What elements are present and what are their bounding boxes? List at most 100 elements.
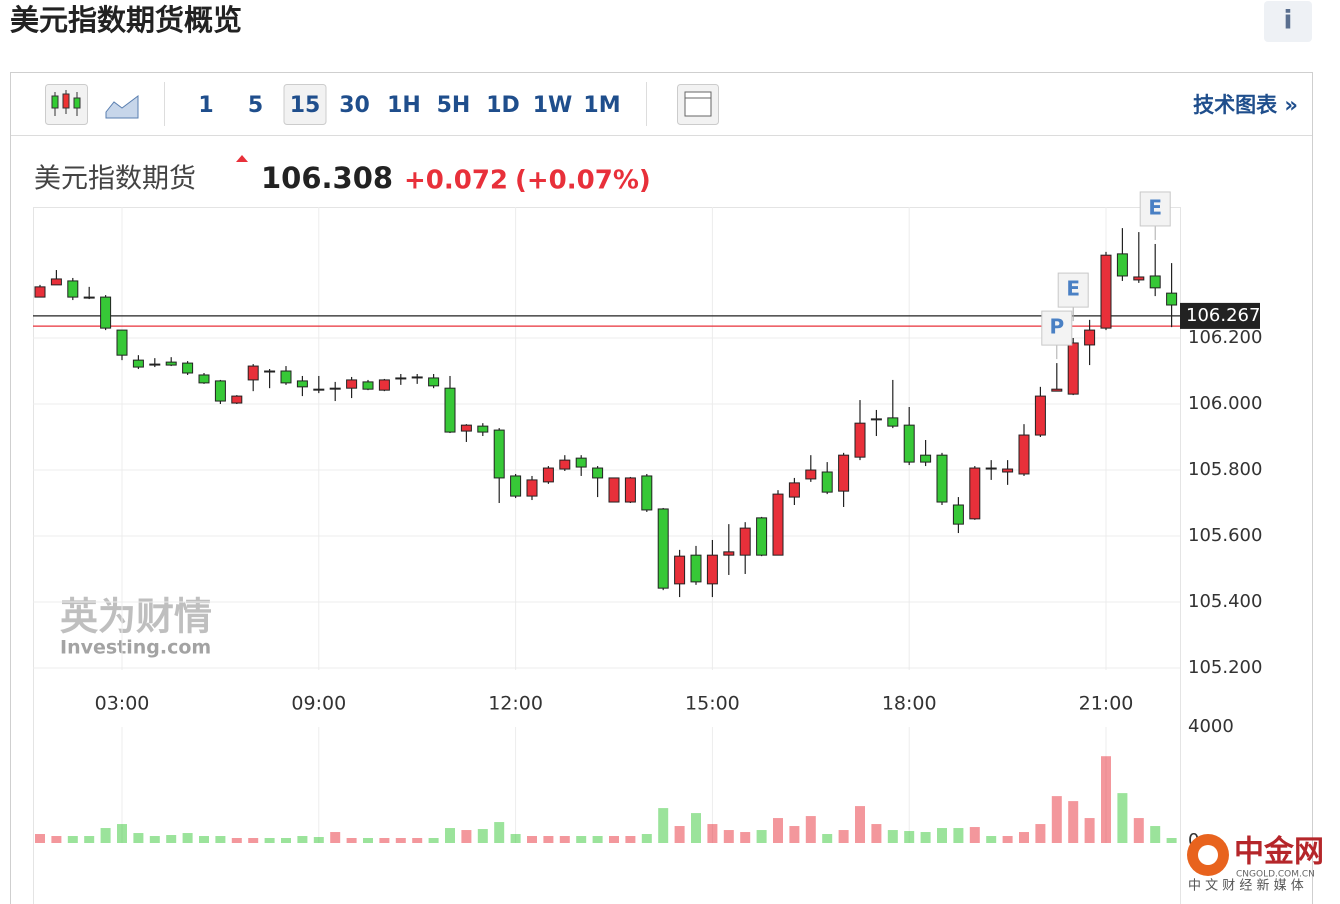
- candle-body: [1166, 292, 1178, 306]
- logo-name: 中金网: [1234, 835, 1324, 870]
- x-tick-label: 21:00: [1079, 693, 1134, 715]
- volume-bar: [199, 836, 209, 843]
- candle-body: [132, 359, 144, 368]
- x-tick-label: 12:00: [488, 693, 543, 715]
- volume-bar: [740, 832, 751, 843]
- candle-body: [493, 429, 505, 479]
- volume-bar: [855, 806, 865, 843]
- info-button[interactable]: [1264, 1, 1312, 42]
- interval-button[interactable]: 5H: [437, 93, 471, 118]
- interval-button[interactable]: 1W: [533, 93, 573, 118]
- marks: 105.200 105.400 105.600 105.800 106.000 106.2…: [33, 191, 1262, 851]
- volume-bar: [674, 826, 685, 843]
- candle-body: [920, 454, 932, 463]
- quote-change: +0.072: [404, 166, 508, 196]
- candle-body: [624, 477, 636, 503]
- candle-body: [83, 296, 95, 299]
- volume-bar: [428, 838, 439, 843]
- interval-button[interactable]: 15: [290, 93, 321, 118]
- candle-body: [198, 374, 210, 384]
- event-label: E: [1148, 195, 1162, 219]
- candle-body: [821, 471, 833, 493]
- volume-bar: [658, 808, 669, 843]
- candle-body: [428, 377, 440, 387]
- volume-bar: [1117, 793, 1128, 843]
- candle-body: [559, 459, 571, 470]
- volume-bar: [494, 822, 505, 843]
- candle-body: [1034, 395, 1046, 436]
- candle-body: [460, 424, 472, 432]
- candle-body: [296, 380, 308, 388]
- event-marker: [1139, 191, 1171, 227]
- candle-body: [50, 278, 62, 286]
- candle-body: [362, 381, 374, 390]
- volume-bar: [527, 836, 537, 843]
- volume-bar: [953, 828, 964, 843]
- interval-button[interactable]: 5: [248, 93, 263, 118]
- y-tick-label: 105.600: [1188, 525, 1262, 546]
- event-label: E: [1066, 277, 1080, 301]
- volume-bar: [363, 838, 373, 843]
- volume-bar: [691, 813, 701, 843]
- candle-body: [1149, 275, 1161, 289]
- candle-body: [542, 467, 554, 483]
- candle-body: [1051, 388, 1063, 392]
- candle-body: [805, 469, 817, 480]
- plot-frame: [33, 207, 1181, 904]
- volume-bar: [773, 818, 783, 843]
- area-chart-button[interactable]: [105, 95, 139, 119]
- candle-body: [34, 286, 46, 298]
- volume-bar: [100, 828, 111, 843]
- candle-body: [1002, 468, 1014, 473]
- watermark-en: Investing.com: [60, 637, 211, 659]
- watermark-cn: 英为财情: [60, 595, 212, 639]
- candle-body: [575, 457, 587, 468]
- candle-body: [116, 329, 128, 356]
- interval-button[interactable]: 1H: [387, 93, 421, 118]
- volume-bar: [51, 836, 62, 843]
- volume-bar: [1002, 836, 1013, 843]
- volume-bar: [330, 832, 341, 843]
- logo-domain: CNGOLD.COM.CN: [1236, 870, 1315, 880]
- price-tag: [1180, 302, 1260, 329]
- interval-button[interactable]: 1M: [583, 93, 620, 118]
- logo-icon: [1198, 845, 1218, 865]
- volume-bar: [1150, 826, 1161, 843]
- volume-bar: [838, 830, 849, 843]
- candle-body: [952, 504, 964, 525]
- interval-button[interactable]: 1: [198, 93, 213, 118]
- event-marker: [1041, 310, 1073, 346]
- volume-bar: [576, 836, 587, 843]
- info-icon[interactable]: i: [1284, 6, 1293, 36]
- candle-body: [378, 379, 390, 391]
- volume-bar: [133, 833, 144, 843]
- candle-body: [674, 555, 686, 585]
- volume-bar: [461, 830, 472, 843]
- candle-body: [100, 296, 112, 329]
- volume-bar: [149, 836, 160, 843]
- interval-button[interactable]: 1D: [486, 93, 520, 118]
- interval-button[interactable]: 30: [339, 93, 370, 118]
- volume-bar: [723, 830, 734, 843]
- event-marker: [1057, 272, 1089, 308]
- candle-body: [477, 425, 489, 433]
- volume-bar: [67, 836, 78, 843]
- volume-tick-label: 4000: [1188, 716, 1234, 737]
- volume-bar: [592, 836, 603, 843]
- candle-body: [1116, 253, 1128, 277]
- volume-bar: [641, 834, 652, 843]
- y-tick-label: 106.000: [1188, 393, 1262, 414]
- x-tick-label: 03:00: [95, 693, 150, 715]
- candle-body: [1133, 276, 1145, 281]
- candle-body: [870, 418, 882, 421]
- active-interval-box: [283, 84, 327, 125]
- candle-body: [739, 527, 751, 556]
- candle-body: [1018, 434, 1030, 475]
- technical-chart-link[interactable]: 技术图表 »: [1193, 93, 1298, 117]
- volume-bar: [789, 826, 800, 843]
- candle-body: [756, 517, 768, 556]
- volume-bar: [281, 838, 291, 843]
- candle-body: [592, 467, 604, 479]
- y-tick-label: 105.400: [1188, 591, 1262, 612]
